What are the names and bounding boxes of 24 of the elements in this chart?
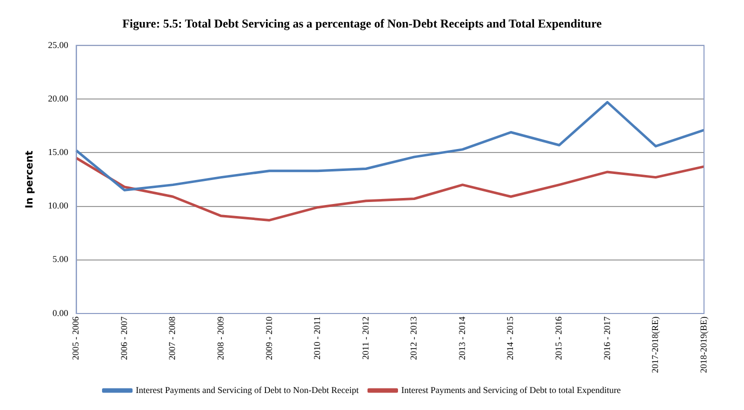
x-tick-label: 2012 - 2013 — [408, 316, 419, 360]
x-tick-label: 2005 - 2006 — [70, 316, 81, 360]
x-tick-label: 2008 - 2009 — [215, 316, 226, 360]
x-tick-label: 2006 - 2007 — [118, 316, 129, 360]
y-tick-label: 15.00 — [48, 147, 69, 158]
y-tick-label: 10.00 — [48, 200, 69, 211]
x-tick-label: 2015 - 2016 — [553, 316, 564, 360]
x-tick-label: 2009 - 2010 — [264, 316, 274, 360]
legend-label: Interest Payments and Servicing of Debt to Non-Debt Receipt — [136, 384, 360, 395]
y-tick-label: 25.00 — [48, 40, 69, 50]
chart-title: Figure: 5.5: Total Debt Servicing as a percentage of Non-Debt Receipts and Total Expenditure — [122, 16, 602, 30]
x-tick-label: 2017-2018(RE) — [650, 316, 660, 374]
x-tick-label: 2010 - 2011 — [312, 316, 322, 360]
y-tick-label: 0.00 — [52, 308, 69, 318]
x-tick-label: 2011 - 2012 — [360, 316, 370, 360]
x-tick-label: 2013 - 2014 — [456, 316, 467, 360]
y-tick-label: 5.00 — [52, 254, 69, 264]
x-tick-label: 2018-2019(BE) — [698, 316, 708, 374]
legend-label: Interest Payments and Servicing of Debt to total Expenditure — [401, 384, 621, 395]
x-tick-label: 2016 - 2017 — [602, 316, 612, 360]
x-tick-label: 2014 - 2015 — [505, 316, 516, 360]
y-axis-title: In percent — [24, 150, 36, 208]
x-tick-label: 2007 - 2008 — [167, 316, 178, 360]
y-tick-label: 20.00 — [48, 93, 69, 104]
